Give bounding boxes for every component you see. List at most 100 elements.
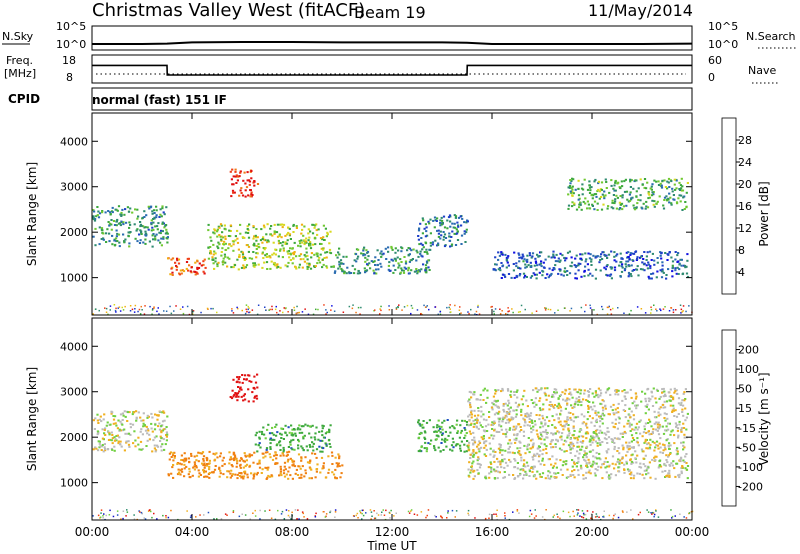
scatter-cell-6	[609, 273, 613, 276]
scatter-cell-5	[507, 447, 510, 450]
scatter-cell-6	[574, 272, 577, 275]
scatter-cell-5	[551, 466, 555, 469]
ground-speckle	[640, 308, 643, 310]
scatter-cell-5	[538, 418, 541, 421]
scatter-cell-7	[597, 182, 600, 185]
ground-speckle	[395, 512, 397, 514]
scatter-cell-3	[282, 450, 285, 453]
scatter-cell-5	[550, 395, 554, 398]
ground-speckle	[594, 516, 597, 518]
scatter-cell-6	[583, 270, 586, 273]
scatter-cell-6	[675, 272, 678, 275]
scatter-cell-0	[110, 223, 113, 226]
scatter-cell-1	[304, 472, 307, 475]
scatter-cell-5	[504, 421, 508, 424]
scatter-cell-5	[508, 458, 511, 461]
scatter-cell-2	[286, 265, 289, 268]
ground-speckle	[484, 517, 487, 520]
scatter-cell-5	[490, 406, 494, 409]
scatter-cell-0	[134, 439, 137, 442]
ground-speckle	[169, 305, 171, 308]
scatter-cell-5	[501, 387, 504, 390]
scatter-cell-4	[330, 265, 333, 268]
scatter-cell-5	[584, 454, 588, 457]
scatter-cell-5	[530, 419, 533, 422]
ground-speckle	[608, 514, 611, 517]
scatter-cell-5	[552, 432, 555, 435]
scatter-cell-0	[163, 411, 166, 414]
scatter-cell-0	[148, 433, 151, 436]
ground-speckle	[535, 310, 538, 312]
scatter-cell-5	[519, 473, 522, 476]
scatter-cell-6	[540, 260, 543, 263]
scatter-cell-0	[117, 205, 121, 208]
scatter-cell-6	[542, 261, 545, 264]
scatter-cell-5	[584, 459, 587, 462]
scatter-cell-3	[265, 448, 268, 451]
scatter-cell-5	[674, 422, 677, 425]
scatter-cell-5	[658, 442, 661, 445]
scatter-cell-3	[266, 428, 269, 431]
scatter-cell-2	[284, 264, 287, 267]
frequency-unit: [MHz]	[4, 67, 36, 80]
ground-speckle	[246, 310, 248, 313]
scatter-cell-5	[473, 414, 477, 417]
scatter-cell-0	[117, 442, 120, 445]
scatter-cell-4	[415, 268, 418, 270]
scatter-cell-4	[410, 269, 413, 272]
scatter-cell-3	[314, 438, 317, 441]
scatter-cell-0	[159, 232, 162, 235]
scatter-cell-3	[311, 424, 314, 427]
scatter-cell-5	[437, 232, 440, 235]
scatter-cell-0	[155, 216, 158, 219]
scatter-cell-1	[180, 272, 183, 275]
scatter-cell-5	[582, 477, 585, 480]
scatter-cell-0	[165, 228, 168, 231]
scatter-cell-5	[468, 419, 471, 421]
scatter-cell-5	[506, 464, 509, 467]
scatter-cell-1	[202, 263, 205, 266]
scatter-cell-6	[535, 277, 538, 280]
scatter-cell-1	[229, 472, 232, 475]
ground-speckle	[245, 308, 247, 311]
scatter-cell-3	[315, 448, 319, 451]
scatter-cell-4	[412, 248, 415, 251]
scatter-cell-5	[537, 389, 540, 392]
scatter-cell-5	[571, 406, 574, 409]
scatter-cell-5	[498, 443, 501, 446]
scatter-cell-2	[287, 231, 290, 234]
scatter-cell-2	[218, 234, 221, 236]
scatter-cell-6	[584, 265, 587, 268]
ground-speckle	[259, 509, 261, 512]
scatter-cell-1	[180, 454, 183, 457]
scatter-cell-2	[207, 257, 210, 260]
scatter-cell-5	[669, 399, 672, 402]
scatter-cell-1	[203, 258, 206, 261]
scatter-cell-5	[658, 425, 662, 428]
scatter-cell-0	[156, 444, 159, 447]
scatter-cell-5	[613, 467, 616, 470]
ground-speckle	[458, 309, 461, 311]
scatter-cell-5	[684, 388, 687, 391]
scatter-cell-7	[591, 197, 594, 200]
scatter-cell-1	[238, 475, 242, 477]
scatter-cell-5	[665, 459, 668, 461]
scatter-cell-5	[599, 417, 602, 420]
scatter-cell-1	[228, 458, 232, 461]
scatter-cell-3	[229, 170, 232, 173]
scatter-cell-5	[561, 391, 564, 394]
scatter-cell-5	[685, 453, 688, 455]
scatter-cell-6	[685, 272, 689, 275]
scatter-cell-3	[275, 444, 278, 447]
scatter-cell-7	[630, 198, 633, 201]
scatter-cell-4	[418, 269, 421, 272]
scatter-cell-3	[250, 195, 253, 198]
scatter-cell-5	[652, 387, 655, 390]
scatter-cell-5	[539, 397, 542, 400]
scatter-cell-5	[644, 438, 647, 441]
scatter-cell-5	[579, 464, 583, 467]
scatter-cell-5	[501, 458, 504, 461]
scatter-cell-5	[549, 443, 552, 445]
scatter-cell-6	[650, 273, 653, 275]
scatter-cell-3	[254, 434, 257, 437]
